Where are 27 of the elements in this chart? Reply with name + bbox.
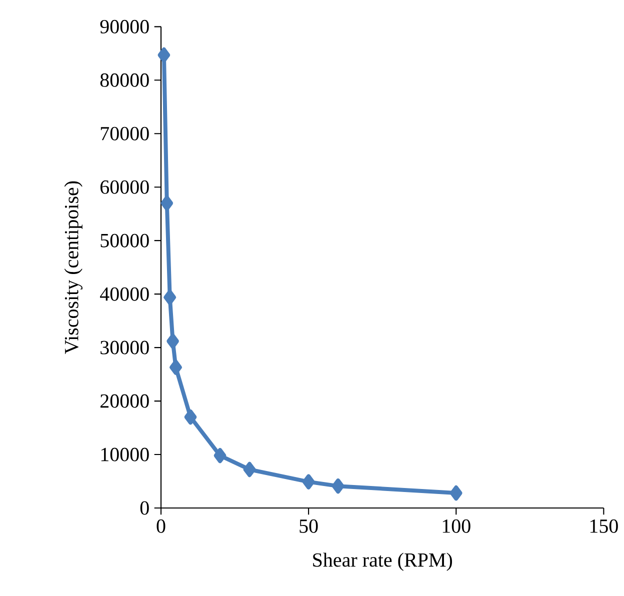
y-tick-label: 20000 <box>100 394 149 408</box>
point <box>166 334 180 349</box>
point <box>302 474 315 490</box>
y-tick-label: 50000 <box>100 234 149 248</box>
x-tick-label: 100 <box>442 519 470 533</box>
point <box>170 360 182 375</box>
point <box>214 448 226 464</box>
point <box>243 462 256 478</box>
point <box>160 196 174 211</box>
y-tick-label: 70000 <box>100 126 149 140</box>
point <box>184 409 197 425</box>
point <box>450 485 462 501</box>
point <box>158 47 170 63</box>
y-tick-label: 0 <box>140 501 149 515</box>
y-tick-label: 10000 <box>101 448 149 462</box>
y-tick-label: 40000 <box>100 287 149 301</box>
x-tick-label: 150 <box>590 519 618 533</box>
point <box>164 290 176 305</box>
point <box>332 478 344 494</box>
y-tick-label: 90000 <box>100 20 149 34</box>
y-tick-label: 60000 <box>100 180 149 194</box>
x-axis-title: Shear rate (RPM) <box>313 552 452 571</box>
y-tick-label: 30000 <box>100 340 149 354</box>
y-axis-title: Viscosity (centipoise) <box>64 181 82 354</box>
y-tick-label: 80000 <box>100 73 149 87</box>
x-tick-label: 0 <box>156 519 166 533</box>
x-tick-label: 50 <box>300 519 318 533</box>
